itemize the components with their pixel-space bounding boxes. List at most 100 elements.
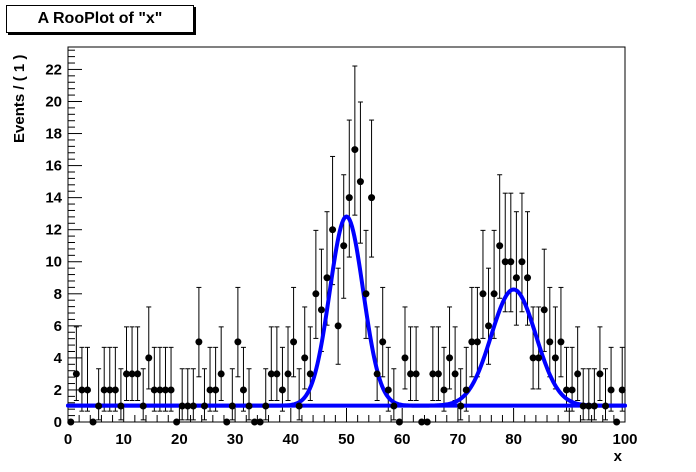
data-point (167, 386, 175, 394)
data-point (507, 258, 515, 266)
y-tick-label: 4 (54, 350, 63, 367)
data-point (212, 386, 220, 394)
data-point (122, 370, 130, 378)
data-point (200, 402, 208, 410)
total-model-curve (66, 214, 627, 408)
data-point (356, 178, 364, 186)
data-point (128, 370, 136, 378)
data-point (306, 370, 314, 378)
data-point (256, 418, 264, 426)
data-point (501, 258, 509, 266)
data-point (150, 386, 158, 394)
y-tick-label: 14 (45, 190, 62, 207)
data-point (228, 402, 236, 410)
data-point (557, 338, 565, 346)
data-point (535, 354, 543, 362)
plot-title-box: A RooPlot of "x" (6, 5, 194, 33)
x-tick-label: 90 (561, 431, 578, 448)
data-point (462, 386, 470, 394)
data-point (78, 386, 86, 394)
data-point (206, 386, 214, 394)
data-point (395, 418, 403, 426)
data-point (145, 354, 153, 362)
data-point (340, 242, 348, 250)
data-point (440, 386, 448, 394)
data-point (117, 402, 125, 410)
data-point (596, 370, 604, 378)
data-point (496, 242, 504, 250)
data-point (434, 370, 442, 378)
data-point (139, 402, 147, 410)
data-point (134, 370, 142, 378)
data-point (373, 370, 381, 378)
data-point (184, 402, 192, 410)
data-point (156, 386, 164, 394)
x-tick-label: 60 (394, 431, 411, 448)
data-point (317, 306, 325, 314)
data-point (223, 418, 231, 426)
data-point (379, 338, 387, 346)
y-tick-label: 10 (45, 254, 62, 271)
data-point (384, 386, 392, 394)
data-point (173, 418, 181, 426)
data-point (524, 274, 532, 282)
data-point (446, 354, 454, 362)
y-tick-label: 2 (54, 382, 62, 399)
data-point (100, 386, 108, 394)
data-point (490, 290, 498, 298)
data-point (585, 402, 593, 410)
data-point (390, 402, 398, 410)
data-point (618, 386, 626, 394)
data-point (83, 386, 91, 394)
data-point (195, 338, 203, 346)
data-point (295, 402, 303, 410)
data-point (89, 418, 97, 426)
data-point (239, 386, 247, 394)
data-point (563, 386, 571, 394)
data-point (529, 354, 537, 362)
data-point (262, 402, 270, 410)
data-point (579, 402, 587, 410)
data-point (251, 418, 259, 426)
data-point (479, 290, 487, 298)
data-point (551, 354, 559, 362)
y-tick-label: 16 (45, 158, 62, 175)
x-axis-title: x (614, 448, 623, 465)
data-point (540, 306, 548, 314)
y-tick-label: 0 (54, 414, 62, 431)
y-tick-label: 8 (54, 286, 62, 303)
x-tick-label: 40 (282, 431, 299, 448)
data-point (451, 370, 459, 378)
data-point (574, 370, 582, 378)
data-point (512, 274, 520, 282)
data-point (329, 226, 337, 234)
plot-frame (67, 46, 626, 423)
data-point (518, 258, 526, 266)
data-point (67, 418, 75, 426)
data-point (468, 338, 476, 346)
data-point (273, 370, 281, 378)
data-point (72, 370, 80, 378)
data-point (267, 370, 275, 378)
data-point (301, 354, 309, 362)
data-point (161, 386, 169, 394)
data-point (345, 194, 353, 202)
data-point (418, 418, 426, 426)
data-point (362, 290, 370, 298)
x-tick-label: 30 (227, 431, 244, 448)
y-tick-label: 6 (54, 318, 62, 335)
data-point (278, 386, 286, 394)
y-tick-label: 12 (45, 222, 62, 239)
data-point (429, 370, 437, 378)
data-point (412, 370, 420, 378)
data-point (407, 370, 415, 378)
data-point (217, 370, 225, 378)
data-point (590, 402, 598, 410)
data-point (111, 386, 119, 394)
x-tick-label: 70 (450, 431, 467, 448)
x-tick-label: 10 (115, 431, 132, 448)
x-tick-label: 80 (505, 431, 522, 448)
data-point (234, 338, 242, 346)
x-tick-label: 20 (171, 431, 188, 448)
